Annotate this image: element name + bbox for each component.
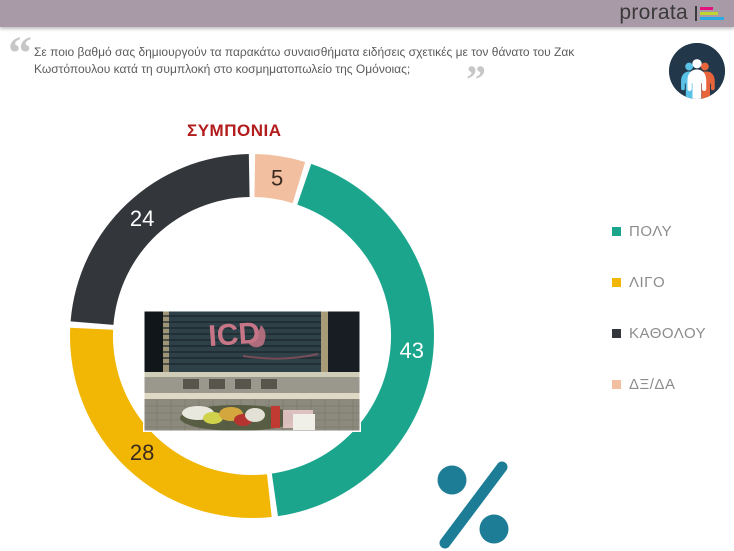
svg-text:43: 43	[400, 338, 424, 363]
svg-text:5: 5	[271, 166, 283, 191]
svg-text:ICD: ICD	[207, 317, 261, 354]
svg-text:24: 24	[130, 206, 154, 231]
svg-text:28: 28	[130, 440, 154, 465]
